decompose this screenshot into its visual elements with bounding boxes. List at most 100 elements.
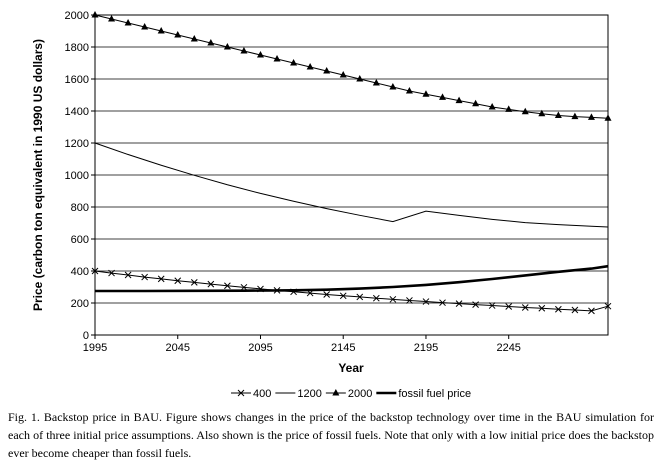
triangle-marker (604, 114, 612, 121)
triangle-marker (505, 105, 513, 112)
x-marker (323, 291, 331, 298)
triangle-marker (124, 19, 132, 26)
triangle-marker (174, 31, 182, 38)
x-marker (356, 293, 364, 301)
triangle-marker (91, 11, 99, 18)
y-tick-label: 600 (71, 234, 89, 246)
x-marker (207, 280, 215, 288)
x-marker (521, 304, 529, 311)
triangle-marker (554, 111, 562, 118)
triangle-marker (323, 67, 331, 74)
x-tick-label: 2045 (165, 342, 189, 354)
x-marker (224, 282, 231, 290)
triangle-marker (472, 99, 480, 107)
legend-item-2000: 2000 (325, 388, 372, 400)
x-marker (555, 305, 562, 313)
backstop-price-chart: 0 200 400 600 800 1000 1200 1400 1600 1800 2000 19… (31, 10, 612, 400)
x-marker (406, 297, 413, 304)
triangle-marker (273, 55, 281, 62)
triangle-marker (587, 113, 595, 120)
x-marker (91, 267, 99, 275)
triangle-marker (332, 389, 340, 396)
triangle-marker (405, 87, 413, 94)
x-marker (588, 307, 595, 315)
legend-label: 400 (253, 388, 271, 400)
gridlines (95, 14, 608, 336)
x-tick-label: 1995 (83, 342, 107, 354)
x-marker (389, 295, 397, 303)
x-tick-labels: 1995 2045 2095 2145 2195 2245 (83, 342, 521, 354)
x-marker (439, 299, 446, 307)
series-line-400 (94, 270, 609, 312)
x-marker (237, 389, 245, 397)
y-axis-title: Price (carbon ton equivalent in 1990 US … (31, 39, 45, 311)
x-marker (488, 302, 496, 309)
triangle-marker (488, 103, 496, 110)
figure-caption: Fig. 1. Backstop price in BAU. Figure sh… (8, 410, 654, 460)
y-tick-label: 200 (71, 298, 89, 310)
triangle-marker (256, 51, 264, 58)
triangle-marker (422, 90, 430, 97)
legend-item-400: 400 (231, 388, 271, 400)
x-tick-label: 2095 (248, 342, 272, 354)
x-marker (190, 279, 198, 286)
y-tick-label: 0 (83, 330, 89, 342)
x-marker (240, 283, 248, 291)
y-tick-labels: 0 200 400 600 800 1000 1200 1400 1600 1800 2000 (65, 10, 89, 342)
legend-label: fossil fuel price (398, 388, 471, 400)
y-tick-label: 1200 (65, 138, 89, 150)
x-marker (538, 304, 546, 312)
series-line-1200 (94, 142, 609, 228)
y-tick-label: 2000 (65, 10, 89, 22)
legend: 400 1200 2000 fossil fuel price (231, 388, 471, 400)
triangle-marker (339, 71, 347, 78)
triangle-marker (538, 109, 546, 117)
triangle-marker (108, 15, 116, 22)
x-marker (339, 292, 347, 300)
x-tick-label: 2195 (414, 342, 438, 354)
y-tick-label: 1000 (65, 170, 89, 182)
triangle-marker (223, 43, 231, 50)
triangle-marker (240, 47, 248, 54)
x-marker (108, 269, 115, 277)
legend-label: 1200 (297, 388, 321, 400)
x-marker (571, 306, 579, 314)
x-axis-title: Year (338, 361, 364, 375)
x-marker (422, 298, 430, 305)
y-tick-label: 800 (71, 202, 89, 214)
y-tick-label: 400 (71, 266, 89, 278)
x-marker (157, 275, 165, 283)
triangle-marker (157, 27, 165, 34)
x-marker (472, 301, 479, 308)
triangle-marker (571, 112, 579, 120)
x-marker (372, 294, 380, 302)
plot-frame (94, 14, 609, 336)
x-marker (141, 273, 148, 281)
triangle-marker (372, 79, 380, 86)
triangle-marker (141, 23, 149, 30)
y-tick-label: 1600 (65, 74, 89, 86)
series-line-2000 (94, 14, 609, 119)
triangle-marker (190, 35, 198, 42)
series-line-fossil-fuel-price (95, 264, 609, 293)
x-marker (124, 271, 132, 279)
triangle-marker (306, 63, 314, 70)
legend-label: 2000 (348, 388, 372, 400)
y-tick-label: 1400 (65, 106, 89, 118)
triangle-marker (455, 96, 463, 104)
x-tick-label: 2245 (496, 342, 520, 354)
triangle-marker (389, 83, 397, 90)
x-marker (604, 302, 612, 310)
legend-item-1200: 1200 (275, 388, 322, 400)
triangle-marker (207, 39, 215, 46)
triangle-marker (290, 59, 298, 66)
x-marker (505, 303, 513, 310)
x-marker (455, 300, 463, 307)
triangle-marker (356, 75, 364, 82)
x-tick-label: 2145 (331, 342, 355, 354)
x-marker (174, 277, 182, 285)
y-tick-label: 1800 (65, 42, 89, 54)
series-lines (91, 11, 612, 315)
legend-item-fossil-fuel-price: fossil fuel price (376, 388, 471, 400)
triangle-marker (521, 107, 529, 115)
